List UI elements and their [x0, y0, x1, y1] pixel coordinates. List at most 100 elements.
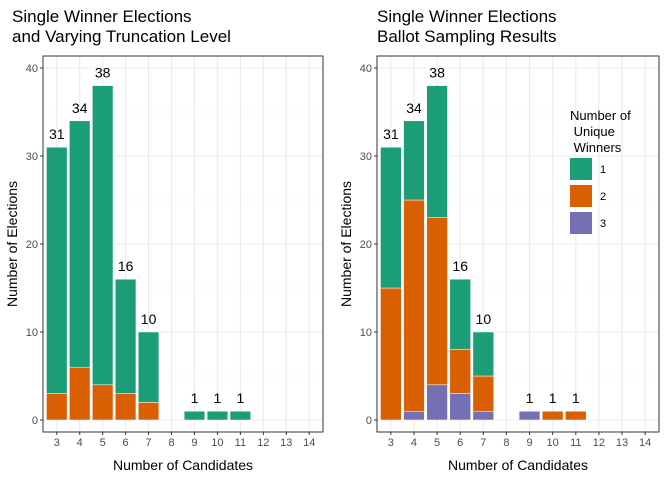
bar-segment [472, 410, 494, 421]
bar-segment [92, 85, 114, 386]
legend-title-line: Number of [570, 108, 631, 123]
bar-segment [518, 410, 541, 421]
bar-segment [565, 410, 587, 421]
x-tick-label: 12 [257, 437, 269, 449]
bar-segment [183, 410, 206, 421]
bar-segment [46, 146, 68, 394]
x-tick-label: 3 [54, 437, 60, 449]
legend-swatch [570, 185, 592, 207]
x-tick-label: 13 [280, 437, 292, 449]
y-tick-label: 0 [32, 415, 38, 427]
bar-segment [137, 331, 160, 403]
x-tick-label: 9 [191, 437, 197, 449]
bar-total-label: 38 [429, 65, 445, 81]
x-tick-label: 7 [146, 437, 152, 449]
x-tick-label: 11 [570, 437, 581, 449]
y-tick-label: 10 [26, 327, 38, 339]
bar-segment [69, 120, 91, 368]
bar-segment [426, 217, 448, 386]
y-tick-label: 0 [366, 415, 372, 427]
x-tick-label: 13 [616, 437, 628, 449]
x-tick-label: 4 [411, 437, 417, 449]
y-tick-label: 30 [360, 151, 372, 163]
bar-segment [472, 375, 494, 412]
bar-segment [472, 331, 494, 377]
bar-segment [115, 278, 137, 394]
y-tick-label: 30 [26, 151, 38, 163]
y-tick-label: 20 [360, 239, 372, 251]
bar-total-label: 34 [72, 100, 88, 116]
x-tick-label: 7 [480, 437, 486, 449]
bar-segment [115, 393, 137, 421]
bar-segment [403, 199, 425, 412]
x-tick-label: 8 [503, 437, 509, 449]
bar-total-label: 31 [383, 126, 399, 142]
x-tick-label: 14 [639, 437, 651, 449]
bar-segment [449, 349, 471, 394]
chart-title-line: and Varying Truncation Level [12, 27, 231, 46]
y-tick-label: 40 [360, 63, 372, 75]
legend-label: 1 [600, 164, 606, 176]
bar-segment [449, 278, 471, 350]
y-axis-title: Number of Elections [338, 181, 354, 307]
bar-segment [137, 402, 160, 421]
bar-segment [542, 410, 564, 421]
bar-total-label: 31 [49, 126, 65, 142]
x-tick-label: 14 [303, 437, 315, 449]
bar-total-label: 34 [406, 100, 422, 116]
bar-total-label: 1 [191, 390, 199, 406]
x-tick-label: 6 [457, 437, 463, 449]
bar-total-label: 10 [141, 311, 157, 327]
x-tick-label: 6 [123, 437, 129, 449]
legend-label: 2 [600, 191, 606, 203]
bar-segment [426, 384, 448, 421]
x-tick-label: 10 [547, 437, 559, 449]
bar-segment [92, 384, 114, 421]
bar-segment [206, 410, 229, 421]
x-tick-label: 10 [211, 437, 223, 449]
bar-segment [426, 85, 448, 218]
bar-total-label: 10 [476, 311, 492, 327]
bar-total-label: 16 [452, 258, 468, 274]
x-tick-label: 5 [434, 437, 440, 449]
bar-segment [229, 410, 251, 421]
x-tick-label: 12 [593, 437, 605, 449]
bar-total-label: 16 [118, 258, 134, 274]
legend: Number of Unique Winners 1 2 3 [570, 108, 631, 234]
chart-title-line: Single Winner Elections [377, 7, 557, 26]
bar-total-label: 1 [214, 390, 222, 406]
x-tick-label: 3 [388, 437, 394, 449]
y-tick-label: 10 [360, 327, 372, 339]
x-axis-title: Number of Candidates [113, 457, 253, 473]
bar-total-label: 1 [236, 390, 244, 406]
y-axis-title: Number of Elections [4, 181, 20, 307]
x-axis-title: Number of Candidates [448, 457, 588, 473]
chart-title-line: Single Winner Elections [12, 7, 192, 26]
bar-segment [403, 410, 425, 421]
y-tick-label: 20 [26, 239, 38, 251]
bar-total-label: 1 [549, 390, 557, 406]
legend-title-line: Unique [570, 124, 615, 139]
x-tick-label: 11 [235, 437, 246, 449]
bar-segment [403, 120, 425, 201]
bar-total-label: 1 [526, 390, 534, 406]
x-tick-label: 4 [77, 437, 83, 449]
x-tick-label: 8 [168, 437, 174, 449]
chart-title-line: Ballot Sampling Results [377, 27, 557, 46]
legend-label: 3 [600, 218, 606, 230]
x-tick-label: 9 [526, 437, 532, 449]
bar-segment [380, 287, 402, 421]
legend-swatch [570, 158, 592, 180]
bar-total-label: 1 [572, 390, 580, 406]
bar-segment [69, 366, 91, 421]
bar-segment [449, 393, 471, 421]
legend-swatch [570, 212, 592, 234]
bar-total-label: 38 [95, 65, 111, 81]
x-tick-label: 5 [100, 437, 106, 449]
bar-segment [46, 393, 68, 421]
bar-segment [380, 146, 402, 289]
legend-title-line: Winners [570, 140, 622, 155]
